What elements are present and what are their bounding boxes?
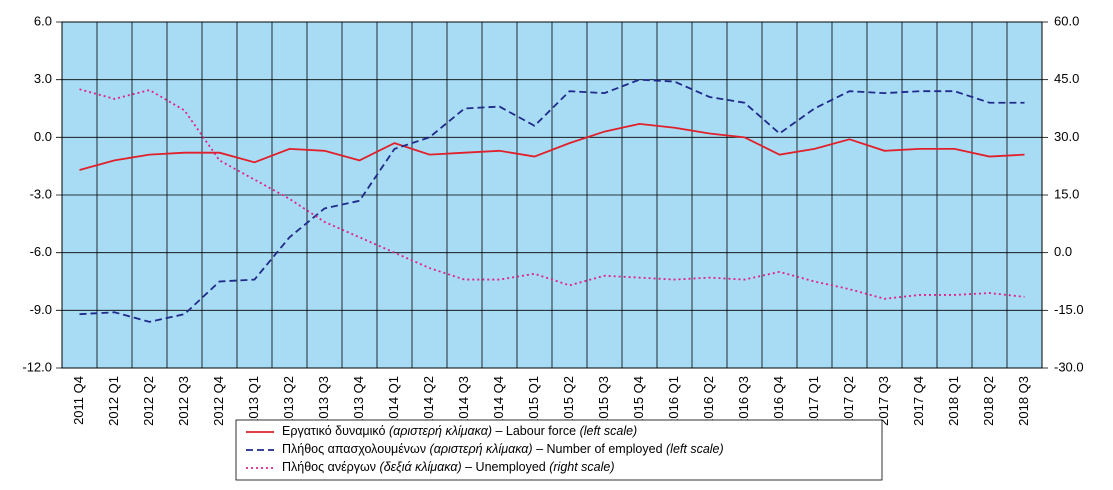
y-tick-label: 6.0 [34, 13, 52, 28]
y2-tick-label: 45.0 [1054, 71, 1079, 86]
y2-tick-label: 60.0 [1054, 13, 1079, 28]
y2-tick-label: -15.0 [1054, 302, 1084, 317]
x-tick-label: 2014 Q3 [456, 376, 471, 426]
legend-label: Πλήθος απασχολουμένων (αριστερή κλίμακα)… [282, 442, 724, 456]
x-tick-label: 2013 Q1 [246, 376, 261, 426]
y2-tick-label: -30.0 [1054, 359, 1084, 374]
legend-label: Εργατικό δυναμικό (αριστερή κλίμακα) – L… [282, 424, 637, 438]
y-tick-label: 3.0 [34, 71, 52, 86]
y-tick-label: -9.0 [30, 302, 52, 317]
x-tick-label: 2017 Q2 [841, 376, 856, 426]
x-tick-label: 2017 Q4 [911, 376, 926, 426]
y-tick-label: 0.0 [34, 129, 52, 144]
series-line [79, 122, 1025, 171]
x-tick-label: 2016 Q2 [701, 376, 716, 426]
y2-tick-label: 30.0 [1054, 129, 1079, 144]
x-tick-label: 2017 Q3 [876, 376, 891, 426]
x-tick-label: 2012 Q3 [176, 376, 191, 426]
x-tick-label: 2018 Q3 [1016, 376, 1031, 426]
x-tick-label: 2012 Q2 [141, 376, 156, 426]
x-tick-label: 2013 Q4 [351, 376, 366, 426]
x-tick-label: 2012 Q4 [211, 376, 226, 426]
x-tick-label: 2016 Q3 [736, 376, 751, 426]
x-tick-label: 2014 Q2 [421, 376, 436, 426]
x-tick-label: 2018 Q1 [946, 376, 961, 426]
x-tick-label: 2013 Q3 [316, 376, 331, 426]
x-tick-label: 2014 Q4 [491, 376, 506, 426]
x-tick-label: 2014 Q1 [386, 376, 401, 426]
x-tick-label: 2011 Q4 [71, 376, 86, 425]
y-tick-label: -12.0 [22, 359, 52, 374]
x-tick-label: 2016 Q4 [771, 376, 786, 426]
x-tick-label: 2015 Q1 [526, 376, 541, 426]
legend-box [235, 419, 883, 481]
y-tick-label: -6.0 [30, 244, 52, 259]
y2-tick-label: 15.0 [1054, 186, 1079, 201]
x-tick-label: 2015 Q3 [596, 376, 611, 426]
series-line [79, 88, 1025, 300]
x-tick-label: 2015 Q4 [631, 376, 646, 426]
plot-border [61, 21, 1043, 369]
x-tick-label: 2018 Q2 [981, 376, 996, 426]
legend-label: Πλήθος ανέργων (δεξιά κλίμακα) – Unemplo… [282, 460, 615, 474]
y2-tick-label: 0.0 [1054, 244, 1072, 259]
x-tick-label: 2015 Q2 [561, 376, 576, 426]
x-tick-label: 2012 Q1 [106, 376, 121, 426]
x-tick-label: 2016 Q1 [666, 376, 681, 426]
x-tick-label: 2017 Q1 [806, 376, 821, 426]
y-tick-label: -3.0 [30, 186, 52, 201]
x-tick-label: 2013 Q2 [281, 376, 296, 426]
